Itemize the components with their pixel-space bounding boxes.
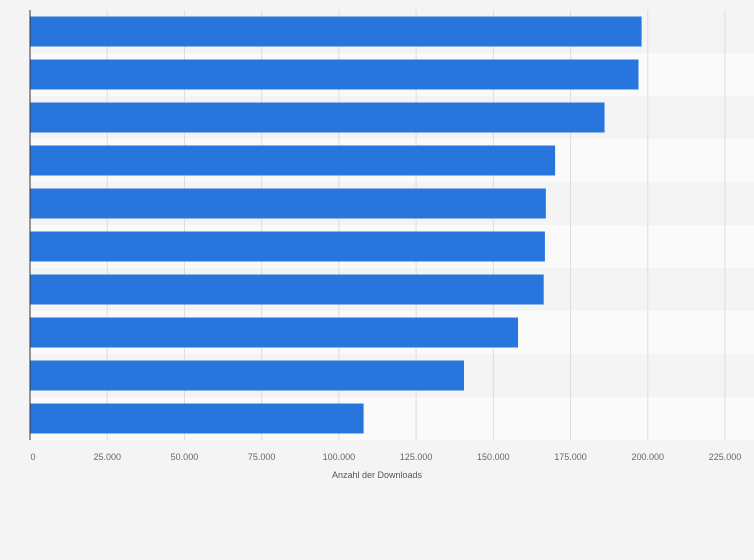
bars	[30, 16, 642, 434]
x-tick-label: 225.000	[709, 452, 742, 462]
bar[interactable]	[30, 59, 639, 90]
x-tick-label: 100.000	[323, 452, 356, 462]
x-tick-label: 200.000	[632, 452, 665, 462]
x-tick-label: 50.000	[171, 452, 199, 462]
bar[interactable]	[30, 274, 544, 305]
bar[interactable]	[30, 16, 642, 47]
x-tick-label: 125.000	[400, 452, 433, 462]
x-tick-label: 25.000	[93, 452, 121, 462]
bar[interactable]	[30, 145, 556, 176]
x-tick-label: 175.000	[554, 452, 587, 462]
bar[interactable]	[30, 231, 545, 262]
x-tick-label: 75.000	[248, 452, 276, 462]
bar[interactable]	[30, 317, 519, 348]
x-tick-label: 0	[30, 452, 35, 462]
bar[interactable]	[30, 403, 364, 434]
x-tick-label: 150.000	[477, 452, 510, 462]
x-tick-labels: 0 25.000 50.000 75.000 100.000 125.000 150.000…	[30, 452, 741, 462]
bar[interactable]	[30, 102, 605, 133]
x-axis-title: Anzahl der Downloads	[332, 470, 423, 480]
bar[interactable]	[30, 360, 464, 391]
bar[interactable]	[30, 188, 546, 219]
